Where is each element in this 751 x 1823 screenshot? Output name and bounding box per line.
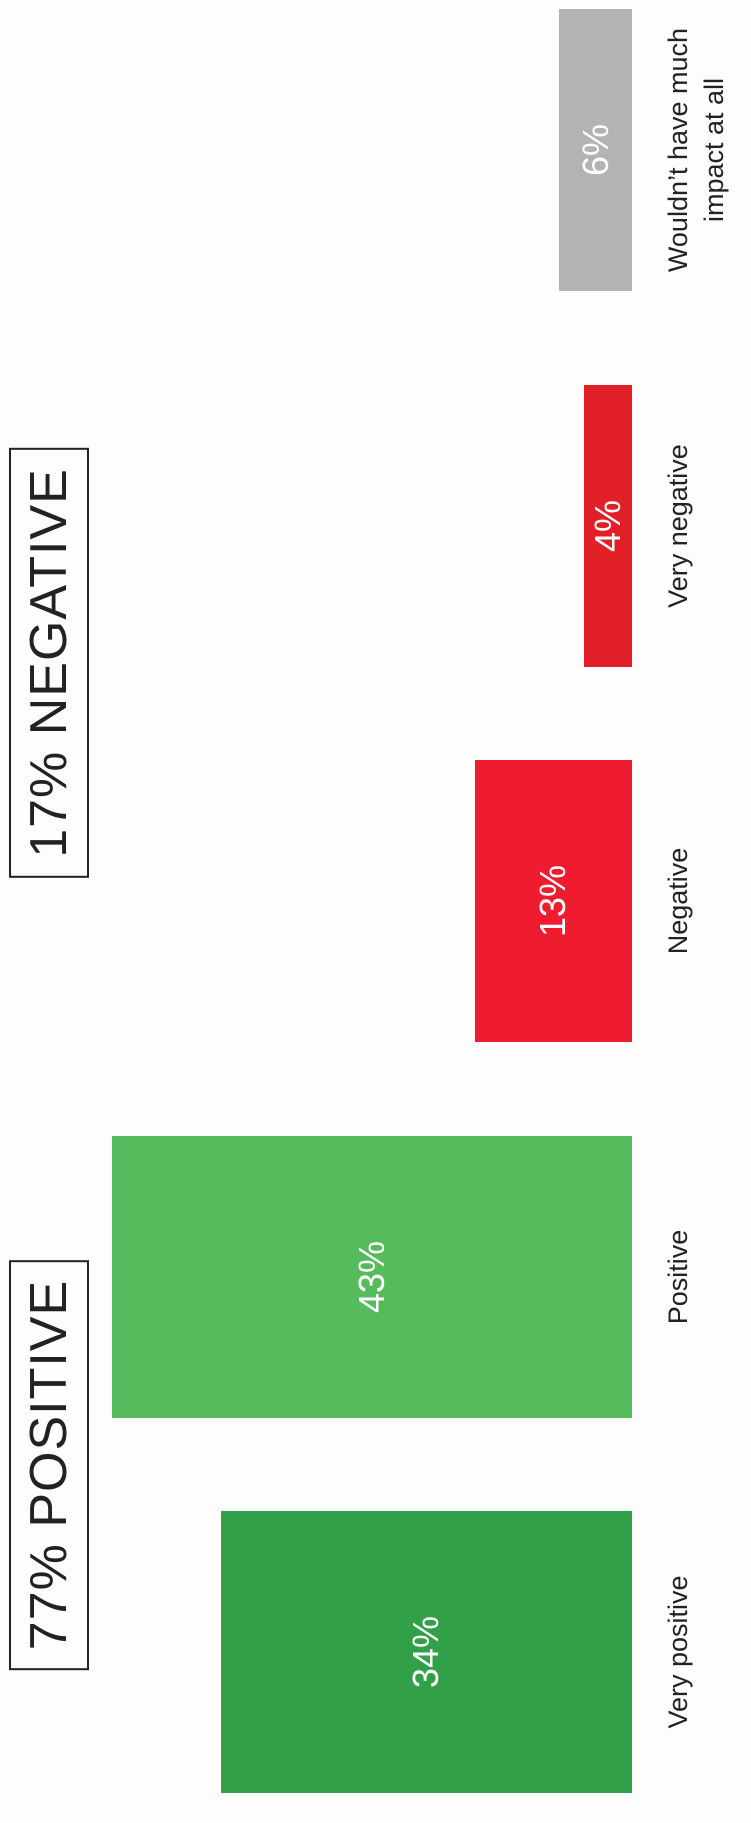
negative-summary: 17% NEGATIVE bbox=[9, 448, 89, 878]
value-label: 34% bbox=[405, 1615, 447, 1689]
category-label: Negative bbox=[663, 847, 693, 955]
value-label: 4% bbox=[586, 499, 628, 552]
bar bbox=[583, 384, 632, 667]
bar bbox=[220, 1511, 632, 1793]
bar bbox=[111, 1135, 632, 1418]
positive-summary: 77% POSITIVE bbox=[9, 1259, 89, 1671]
category-label: Positive bbox=[663, 1229, 693, 1324]
bar bbox=[559, 9, 632, 291]
category-label: Very positive bbox=[663, 1575, 693, 1729]
bar bbox=[474, 760, 632, 1042]
value-label: 13% bbox=[532, 864, 574, 938]
category-label: Very negative bbox=[663, 443, 693, 608]
value-label: 43% bbox=[350, 1240, 392, 1313]
category-label: Wouldn’t have much impact at all bbox=[663, 27, 730, 273]
value-label: 6% bbox=[574, 123, 616, 177]
